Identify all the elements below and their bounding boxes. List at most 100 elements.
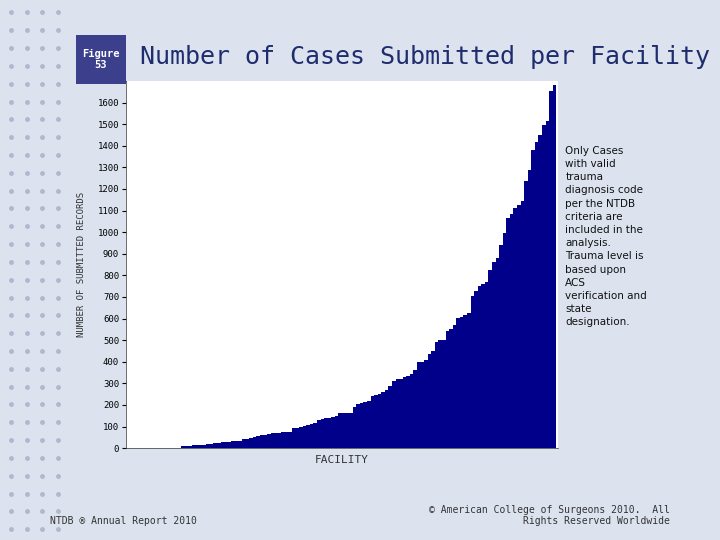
Bar [453,325,456,448]
Bar [553,85,557,448]
Bar [238,441,242,448]
Bar [310,424,313,448]
Bar [503,233,506,448]
Y-axis label: NUMBER OF SUBMITTED RECORDS: NUMBER OF SUBMITTED RECORDS [78,192,86,337]
Bar [442,340,446,448]
Bar [399,380,402,448]
Bar [549,91,553,448]
Bar [456,318,460,448]
Bar [431,351,435,448]
Bar [410,374,413,448]
Bar [481,284,485,448]
Bar [542,125,546,448]
Bar [435,342,438,448]
Bar [385,390,388,448]
Bar [521,201,524,448]
Bar [296,428,299,448]
Bar [495,258,499,448]
Bar [235,441,238,448]
Bar [413,370,417,448]
Bar [467,313,471,448]
Bar [535,142,539,448]
Bar [278,433,282,448]
Bar [531,150,535,448]
Bar [506,218,510,448]
Bar [249,438,253,448]
Bar [395,380,399,448]
Bar [181,446,185,448]
Bar [196,445,199,448]
Bar [510,214,513,448]
Bar [428,354,431,448]
Bar [317,421,320,448]
Bar [382,392,385,448]
Bar [228,442,231,448]
Bar [267,434,271,448]
Bar [207,444,210,448]
Bar [289,431,292,448]
Text: Number of Cases Submitted per Facility for Level III Facilities: Number of Cases Submitted per Facility f… [140,45,720,69]
Bar [492,262,495,448]
Bar [464,315,467,448]
Bar [185,446,189,448]
Bar [392,381,395,448]
Bar [231,442,235,448]
Bar [224,442,228,448]
Bar [517,205,521,448]
Bar [378,394,382,448]
Bar [199,445,203,448]
Bar [360,403,364,448]
Bar [285,432,289,448]
Bar [260,435,264,448]
Bar [524,181,528,448]
Bar [192,445,196,448]
Bar [320,420,324,448]
Bar [474,291,477,448]
Bar [189,446,192,448]
Bar [203,444,207,448]
Bar [217,443,220,448]
Bar [264,435,267,448]
Bar [306,425,310,448]
Text: © American College of Surgeons 2010.  All
Rights Reserved Worldwide: © American College of Surgeons 2010. All… [428,505,670,526]
Bar [477,286,481,448]
Bar [364,402,367,448]
Bar [246,438,249,448]
Bar [374,395,378,448]
Bar [242,439,246,448]
Bar [485,282,488,448]
Bar [420,362,424,448]
Bar [210,444,213,448]
Text: NTDB ® Annual Report 2010: NTDB ® Annual Report 2010 [50,516,197,526]
Bar [371,396,374,448]
Bar [499,245,503,448]
Bar [356,404,360,448]
Bar [424,361,428,448]
Bar [328,417,331,448]
Bar [367,401,371,448]
Bar [406,376,410,448]
Bar [274,433,278,448]
Bar [256,436,260,448]
Bar [253,437,256,448]
Bar [402,377,406,448]
Bar [528,170,531,448]
Bar [349,413,353,448]
Bar [213,443,217,448]
X-axis label: FACILITY: FACILITY [315,455,369,465]
Bar [417,362,420,448]
Bar [313,423,317,448]
Bar [338,414,342,448]
Bar [282,433,285,448]
Bar [446,330,449,448]
Bar [292,428,296,448]
Bar [342,413,346,448]
Text: Only Cases
with valid
trauma
diagnosis code
per the NTDB
criteria are
included i: Only Cases with valid trauma diagnosis c… [565,146,647,327]
Bar [488,269,492,448]
Bar [513,208,517,448]
Bar [302,426,306,448]
Bar [271,433,274,448]
Bar [331,417,335,448]
Bar [438,341,442,448]
Bar [546,120,549,448]
